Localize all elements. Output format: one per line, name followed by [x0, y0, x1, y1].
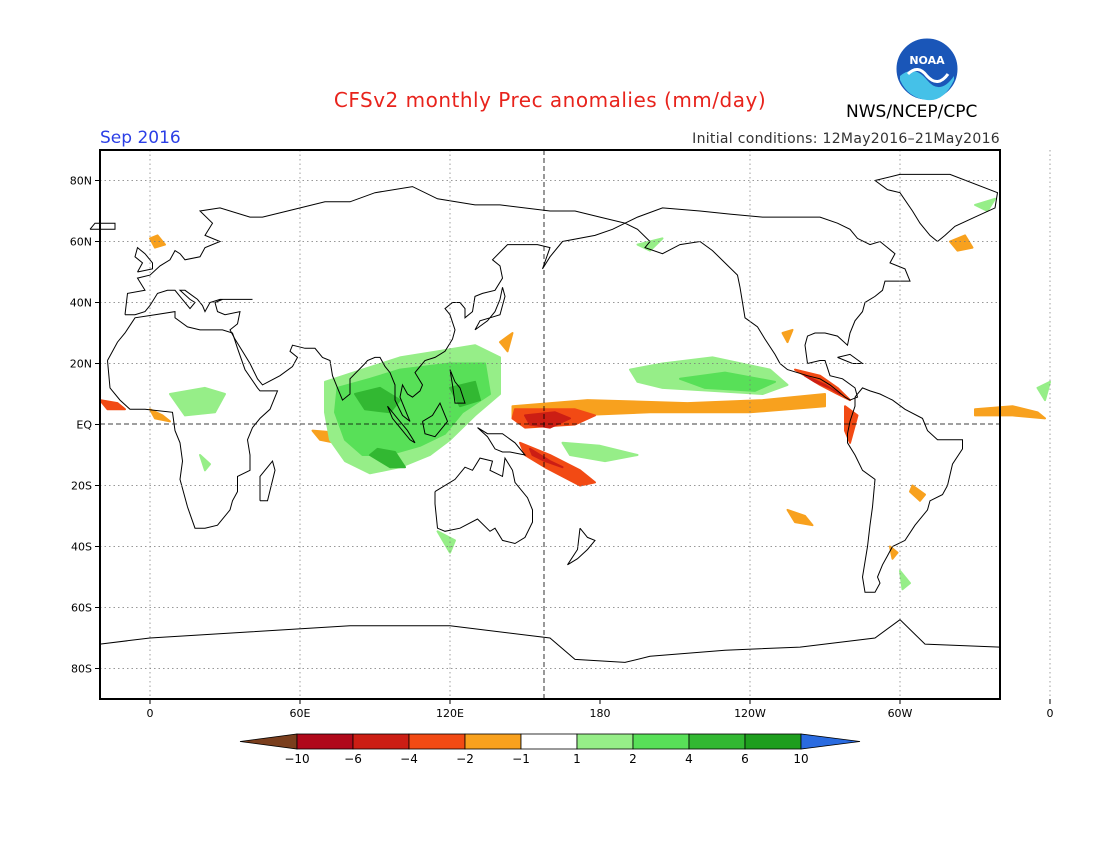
lat-tick-label: 80N — [70, 175, 92, 188]
colorbar-label: 2 — [629, 752, 637, 766]
forecast-period: Sep 2016 — [100, 128, 181, 148]
coastline — [124, 186, 627, 422]
coastline — [474, 287, 506, 331]
anomaly-blob — [334, 362, 491, 456]
colorbar: −10 −6 −4 −2 −1 1 2 4 6 10 — [239, 733, 861, 766]
anomaly-blob — [636, 237, 664, 252]
lat-tick-label: 20N — [70, 358, 92, 371]
anomaly-blob — [1036, 380, 1051, 402]
colorbar-arrow-low — [239, 733, 298, 750]
colorbar-swatch — [576, 733, 634, 750]
colorbar-label: −10 — [284, 752, 309, 766]
chart-title: CFSv2 monthly Prec anomalies (mm/day) — [333, 88, 767, 112]
coastline — [449, 369, 466, 404]
anomaly-blob — [169, 386, 226, 417]
lat-tick-label: EQ — [76, 419, 92, 432]
lon-tick-label: 60E — [290, 707, 311, 720]
anomaly-blob — [844, 405, 859, 444]
colorbar-label: 10 — [793, 752, 808, 766]
lon-tick-label: 0 — [1047, 707, 1054, 720]
anomaly-blob — [974, 405, 1046, 420]
anomaly-blob — [449, 380, 481, 408]
anomaly-blob — [974, 197, 996, 212]
lon-tick-label: 60W — [888, 707, 913, 720]
coastline — [624, 207, 911, 401]
colorbar-label: 4 — [685, 752, 693, 766]
coastline — [567, 527, 596, 566]
coastline — [134, 246, 153, 273]
anomaly-blob — [899, 569, 911, 591]
coastline — [99, 619, 1001, 663]
anomaly-blob — [149, 408, 171, 423]
colorbar-swatch — [520, 733, 578, 750]
coastlines — [89, 173, 1001, 663]
lat-tick-label: 40N — [70, 297, 92, 310]
coastline — [477, 427, 527, 456]
lon-tick-label: 180 — [590, 707, 611, 720]
coastline — [89, 222, 116, 230]
anomaly-blob — [369, 447, 406, 469]
colorbar-swatch — [464, 733, 522, 750]
colorbar-swatch — [352, 733, 410, 750]
anomaly-blob — [436, 530, 456, 554]
colorbar-swatch — [408, 733, 466, 750]
axis-ticks — [95, 180, 1051, 704]
anomaly-blob — [529, 447, 564, 469]
anomaly-blob — [499, 332, 514, 353]
gridlines — [100, 150, 1051, 699]
lat-tick-label: 60N — [70, 236, 92, 249]
colorbar-label: 1 — [573, 752, 581, 766]
coastline — [387, 405, 416, 444]
noaa-logo-text: NOAA — [909, 54, 945, 67]
coastline — [259, 460, 276, 502]
coastline — [107, 311, 279, 529]
anomaly-blob — [561, 441, 639, 463]
colorbar-label: −4 — [400, 752, 418, 766]
axis-tick-labels: 80N 60N 40N 20N EQ 20S 40S 60S 80S 0 60E 120E 180 120… — [70, 175, 1054, 721]
anomaly-blob — [149, 234, 166, 249]
coastline — [847, 387, 963, 593]
lon-tick-label: 120W — [734, 707, 766, 720]
colorbar-label: −2 — [456, 752, 474, 766]
coastline — [873, 173, 999, 242]
anomaly-blob — [949, 234, 974, 252]
anomaly-blob — [679, 371, 776, 392]
colorbar-label: 6 — [741, 752, 749, 766]
anomaly-blob — [889, 545, 899, 560]
colorbar-swatch — [632, 733, 690, 750]
colorbar-swatch — [296, 733, 354, 750]
noaa-logo: NOAA — [894, 36, 960, 102]
anomaly-blob — [804, 374, 841, 395]
colorbar-swatch — [688, 733, 746, 750]
anomaly-blob — [786, 508, 814, 527]
colorbar-swatch — [744, 733, 802, 750]
anomaly-blob — [99, 399, 126, 411]
lon-tick-label: 0 — [147, 707, 154, 720]
coastline — [837, 353, 865, 364]
lat-tick-label: 40S — [71, 541, 92, 554]
coastline — [434, 456, 533, 545]
coastline — [422, 401, 449, 438]
colorbar-arrow-high — [800, 733, 861, 750]
initial-conditions: Initial conditions: 12May2016–21May2016 — [692, 131, 1000, 147]
lat-tick-label: 60S — [71, 602, 92, 615]
anomaly-fields — [99, 197, 1051, 591]
lat-tick-label: 20S — [71, 480, 92, 493]
agency-label: NWS/NCEP/CPC — [846, 102, 978, 122]
lat-tick-label: 80S — [71, 663, 92, 676]
colorbar-label: −1 — [512, 752, 530, 766]
anomaly-blob — [909, 484, 926, 502]
anomaly-blob — [354, 386, 401, 414]
lon-tick-label: 120E — [436, 707, 464, 720]
anomaly-blob — [199, 454, 211, 472]
colorbar-label: −6 — [344, 752, 362, 766]
anomaly-blob — [781, 328, 794, 344]
